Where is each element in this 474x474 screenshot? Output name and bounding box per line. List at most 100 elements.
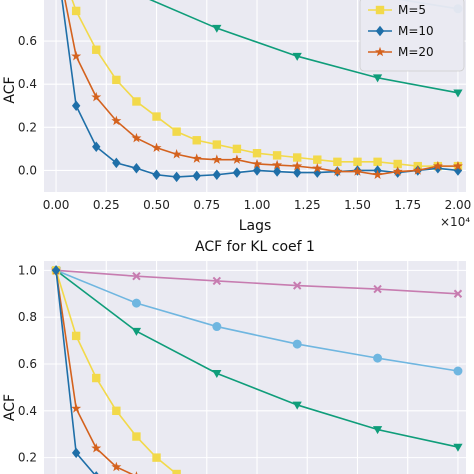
series-line — [55, 269, 459, 448]
data-point — [112, 157, 121, 169]
series-line — [149, 0, 459, 94]
y-tick-label: 0.2 — [18, 451, 37, 465]
chart-title: ACF for KL coef 1 — [195, 239, 315, 255]
y-tick-label: 0.6 — [18, 357, 37, 371]
data-point — [292, 281, 302, 290]
data-point — [172, 469, 181, 474]
data-point — [292, 339, 302, 349]
series-group — [61, 0, 463, 183]
data-point — [71, 100, 81, 112]
data-point — [372, 74, 383, 83]
data-point — [192, 136, 201, 145]
data-point — [172, 171, 181, 183]
legend-marker — [375, 46, 385, 57]
y-axis-label: ACF — [2, 394, 18, 421]
data-point — [292, 160, 303, 171]
data-point — [71, 50, 82, 61]
x-tick-label: 0.50 — [143, 198, 170, 212]
x-tick-label: 2.00 — [445, 198, 472, 212]
data-point — [171, 149, 182, 159]
data-point — [71, 6, 81, 16]
data-point — [252, 149, 262, 158]
data-point — [272, 159, 283, 170]
series-line — [55, 269, 459, 372]
data-point — [111, 115, 122, 126]
data-point — [132, 163, 141, 174]
series-group — [51, 265, 463, 474]
y-tick-label: 0.4 — [18, 404, 37, 418]
data-point — [392, 166, 403, 176]
data-point — [252, 158, 262, 169]
data-point — [91, 91, 102, 102]
data-point — [293, 167, 302, 178]
data-point — [132, 272, 141, 281]
data-point — [192, 170, 201, 182]
y-tick-label: 0.8 — [18, 310, 37, 324]
legend-marker — [375, 5, 385, 15]
data-point — [135, 471, 138, 474]
acf-kl-coef-1-chart: 0.2 0.4 0.6 0.8 1.0 ACF ACF for KL coef 1 — [2, 239, 466, 474]
acf-top-chart: 0.0 0.2 0.4 0.6 0.00 0.25 0.50 0.75 1.00 1.25 1.50… — [2, 0, 471, 234]
data-point — [232, 167, 242, 178]
data-point — [212, 322, 222, 332]
y-tick-label: 1.0 — [18, 263, 37, 277]
data-point — [131, 132, 142, 143]
data-point — [131, 327, 142, 336]
data-point — [71, 447, 81, 459]
data-point — [51, 265, 61, 276]
data-point — [373, 157, 382, 167]
data-point — [292, 52, 302, 61]
x-tick-label: 1.00 — [244, 198, 271, 212]
data-point — [152, 112, 161, 121]
x-tick-label: 0.00 — [43, 198, 70, 212]
data-point — [191, 153, 202, 163]
data-point — [353, 157, 362, 167]
data-point — [71, 403, 82, 413]
data-point — [393, 159, 402, 169]
data-point — [131, 298, 141, 308]
data-point — [92, 45, 101, 54]
x-tick-label: 0.25 — [93, 198, 120, 212]
legend-label: M=20 — [398, 45, 434, 59]
data-point — [332, 166, 343, 176]
y-tick-label: 0.2 — [18, 120, 37, 134]
data-point — [212, 169, 222, 181]
data-point — [172, 127, 181, 136]
legend-marker — [375, 25, 385, 37]
y-tick-label: 0.0 — [18, 163, 37, 177]
data-point — [111, 461, 122, 472]
data-point — [372, 169, 383, 179]
data-point — [453, 366, 463, 376]
data-point — [313, 155, 322, 164]
plot-area — [44, 261, 466, 474]
data-point — [112, 75, 121, 85]
data-point — [212, 369, 222, 378]
data-point — [151, 142, 162, 153]
legend: M=5 M=10 M=20 — [359, 0, 465, 72]
data-point — [272, 166, 282, 177]
data-point — [112, 406, 121, 416]
data-point — [92, 373, 101, 383]
legend-label: M=5 — [398, 3, 426, 17]
data-point — [92, 141, 101, 152]
data-point — [373, 353, 383, 363]
data-point — [333, 157, 342, 167]
data-point — [453, 289, 463, 298]
series-line — [56, 269, 459, 295]
data-point — [252, 165, 262, 176]
y-tick-label: 0.6 — [18, 34, 37, 48]
y-tick-label: 0.4 — [18, 77, 37, 91]
data-point — [412, 165, 423, 175]
data-point — [432, 160, 443, 171]
data-point — [211, 154, 222, 164]
legend-label: M=10 — [398, 24, 434, 38]
data-point — [152, 453, 161, 462]
data-point — [272, 151, 282, 160]
data-point — [152, 169, 161, 181]
data-point — [452, 160, 463, 171]
data-point — [372, 426, 383, 435]
legend-box — [359, 0, 465, 72]
y-axis-label: ACF — [2, 76, 18, 103]
data-point — [373, 284, 382, 294]
